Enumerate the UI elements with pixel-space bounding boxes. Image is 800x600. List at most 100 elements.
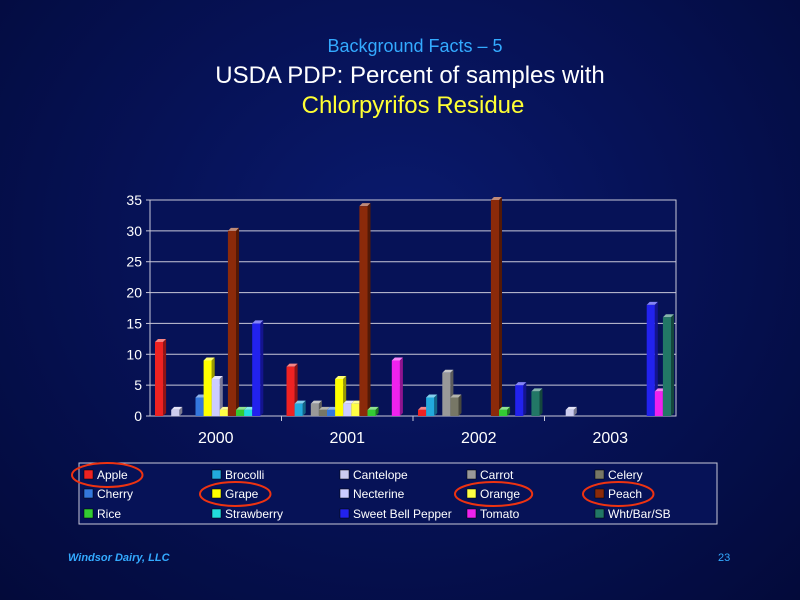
- bar-brocolli-2001: [294, 400, 306, 416]
- bar-front: [515, 385, 524, 416]
- y-tick-label: 20: [126, 285, 142, 301]
- bar-top: [343, 400, 355, 404]
- y-tick-label: 30: [126, 223, 142, 239]
- footer-company: Windsor Dairy, LLC: [68, 552, 170, 564]
- bar-top: [335, 375, 347, 379]
- bar-top: [359, 203, 371, 207]
- bar-rice-2001: [367, 406, 379, 416]
- bar-sweet-bell-pepper-2002: [515, 382, 527, 416]
- bar-front: [327, 409, 336, 416]
- bar-front: [286, 366, 295, 416]
- bar-peach-2001: [359, 203, 371, 416]
- bar-front: [499, 409, 508, 416]
- legend-entry-necterine: Necterine: [339, 487, 405, 501]
- bar-cantelope-2003: [565, 406, 577, 416]
- bar-front: [203, 360, 212, 416]
- bar-front: [367, 409, 376, 416]
- bar-side: [260, 320, 264, 416]
- bar-front: [155, 341, 164, 416]
- legend-entry-tomato: Tomato: [466, 507, 520, 521]
- bar-top: [171, 406, 183, 410]
- bar-front: [442, 372, 451, 416]
- bar-tomato-2001: [391, 357, 403, 416]
- slide-subtitle: Background Facts – 5: [327, 36, 503, 56]
- bar-top: [490, 197, 502, 200]
- bar-front: [294, 403, 303, 416]
- bar-side: [219, 375, 223, 416]
- highlight-circle: [71, 462, 144, 488]
- bar-brocolli-2002: [426, 394, 438, 416]
- bar-front: [195, 397, 204, 416]
- bar-top: [203, 357, 215, 361]
- x-tick-label: 2003: [592, 430, 628, 447]
- bar-front: [252, 323, 261, 416]
- legend-swatch: [211, 508, 222, 519]
- bar-top: [499, 406, 511, 410]
- legend-swatch: [83, 488, 94, 499]
- bar-side: [302, 400, 306, 416]
- bar-side: [375, 406, 379, 416]
- bar-top: [252, 320, 264, 324]
- bar-sweet-bell-pepper-2003: [646, 301, 658, 416]
- bar-top: [426, 394, 438, 398]
- legend-entry-strawberry: Strawberry: [211, 507, 283, 521]
- bar-front: [490, 200, 499, 416]
- bar-side: [523, 382, 527, 416]
- legend-entry-grape: Grape: [199, 481, 272, 507]
- bar-wht-bar-sb-2003: [662, 314, 674, 416]
- legend-swatch: [594, 469, 605, 480]
- bar-top: [367, 406, 379, 410]
- bar-front: [211, 378, 220, 416]
- bar-side: [179, 406, 183, 416]
- bar-top: [211, 375, 223, 379]
- y-tick-label: 35: [126, 192, 142, 208]
- y-tick-label: 15: [126, 315, 142, 331]
- bar-top: [515, 382, 527, 386]
- bar-front: [662, 317, 671, 416]
- legend-entry-cantelope: Cantelope: [339, 468, 408, 482]
- legend-entry-sweet-bell-pepper: Sweet Bell Pepper: [339, 507, 452, 521]
- bar-top: [155, 338, 167, 342]
- bar-wht-bar-sb-2002: [531, 388, 543, 416]
- bar-front: [335, 378, 344, 416]
- bar-celery-2002: [450, 394, 462, 416]
- legend-label: Strawberry: [225, 507, 283, 521]
- legend-label: Cantelope: [353, 468, 408, 482]
- bar-side: [399, 357, 403, 416]
- legend-swatch: [466, 469, 477, 480]
- bar-side: [539, 388, 543, 416]
- bar-front: [450, 397, 459, 416]
- slide-title: USDA PDP: Percent of samples with: [215, 62, 605, 89]
- legend-swatch: [466, 488, 477, 499]
- bar-front: [426, 397, 435, 416]
- bar-top: [227, 227, 239, 231]
- y-tick-label: 0: [134, 408, 142, 424]
- bar-top: [318, 406, 330, 410]
- bar-sweet-bell-pepper-2000: [252, 320, 264, 416]
- legend-label: Peach: [608, 487, 642, 501]
- legend-label: Cherry: [97, 487, 133, 501]
- bar-peach-2000: [227, 227, 239, 416]
- legend-entry-cherry: Cherry: [83, 487, 133, 501]
- x-tick-label: 2001: [329, 430, 365, 447]
- legend-label: Sweet Bell Pepper: [353, 507, 452, 521]
- legend-entry-brocolli: Brocolli: [211, 468, 264, 482]
- bar-side: [236, 227, 239, 416]
- bar-top: [450, 394, 462, 398]
- bar-front: [236, 409, 245, 416]
- legend-swatch: [339, 469, 350, 480]
- y-tick-label: 10: [126, 346, 142, 362]
- bar-top: [646, 301, 658, 305]
- legend-label: Rice: [97, 507, 121, 521]
- legend-label: Brocolli: [225, 468, 264, 482]
- bar-front: [646, 304, 655, 416]
- legend-entry-orange: Orange: [454, 481, 534, 507]
- bar-top: [565, 406, 577, 410]
- bar-side: [163, 338, 167, 416]
- legend-swatch: [211, 488, 222, 499]
- x-tick-label: 2000: [198, 430, 234, 447]
- bar-front: [227, 230, 236, 416]
- bar-front: [418, 409, 427, 416]
- bar-top: [442, 369, 454, 373]
- bar-front: [565, 409, 574, 416]
